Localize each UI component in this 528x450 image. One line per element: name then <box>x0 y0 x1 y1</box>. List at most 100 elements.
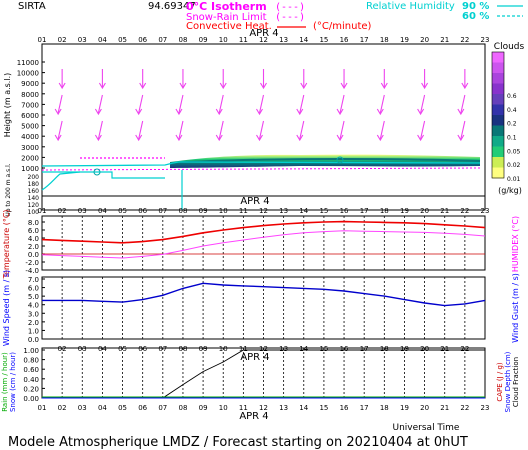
wind-panel: 7.06.05.04.03.02.01.00.0 Wind Speed (m /… <box>2 207 520 353</box>
rh-90-line <box>41 161 481 167</box>
mid-hour-05: 05 <box>118 207 127 215</box>
wind-arrow-shaft <box>218 94 224 114</box>
colorbar-swatch <box>492 104 504 116</box>
wind-arrow-shaft <box>379 120 385 140</box>
cloud-lower-ytick-180: 180 <box>28 181 40 188</box>
colorbar-swatch <box>492 115 504 126</box>
cloud-ytick-8000: 8000 <box>21 91 39 99</box>
colorbar-frame <box>491 51 505 179</box>
cloud-ytick-11000: 11000 <box>17 59 39 67</box>
wind-ytick-4.0: 4.0 <box>28 302 39 310</box>
wind-speed-line <box>42 282 486 307</box>
cloud-panel-frame <box>41 43 486 197</box>
colorbar-swatch <box>492 52 504 63</box>
wind-arrow-head <box>300 82 308 90</box>
wind-arrow-head <box>421 82 429 90</box>
precip-date-label: APR 4 <box>240 352 269 363</box>
mid-hour-06: 06 <box>138 207 147 215</box>
mid-hour-07: 07 <box>158 207 167 215</box>
top-hour-10: 10 <box>219 36 228 44</box>
hour-tick-labels-middle: 01 02 03 04 05 06 07 08 09 10 11 12 13 14 15 16 17 18 19 20… <box>38 207 490 215</box>
wind-arrow-head <box>175 134 183 142</box>
wind-arrow-head <box>336 108 344 116</box>
top-hour-21: 21 <box>440 36 449 44</box>
wind-arrow-head <box>219 82 227 90</box>
cape-ylabel: CAPE (J / g) <box>496 362 504 402</box>
top-hour-20: 20 <box>420 36 429 44</box>
humidex-ylabel: HUMIDEX (°C) <box>511 216 520 272</box>
bottom-hour-02: 02 <box>58 404 67 412</box>
wind-arrow-head <box>256 134 263 142</box>
colorbar-tick-0.02: 0.02 <box>507 162 521 169</box>
wind-arrow-head <box>135 134 143 142</box>
wind-arrow-head <box>54 134 62 142</box>
legend-convective: Convective Heat. <box>186 21 272 32</box>
bottom-hour-18: 18 <box>380 404 389 412</box>
precip-y-ticks: 1.00 0.800.60 0.400.20 0.00 <box>23 347 45 403</box>
wind-ytick-6.0: 6.0 <box>28 285 39 293</box>
wind-arrow-shaft <box>379 94 385 114</box>
bottom-hour-10: 10 <box>219 404 228 412</box>
precip-ytick-1.00: 1.00 <box>23 347 39 355</box>
precip-ytick-0.40: 0.40 <box>23 376 39 384</box>
legend-sample-1: (---) <box>275 2 305 13</box>
cloud-ytick-1000: 1000 <box>21 165 39 173</box>
temperature-panel: 8.06.04.02.00.0-2.0-4.0 Temperature (°C)… <box>2 209 520 279</box>
top-hour-18: 18 <box>380 36 389 44</box>
colorbar-swatch <box>492 83 504 95</box>
temp-ytick-2.0: 2.0 <box>28 243 39 251</box>
bottom-hour-05: 05 <box>118 404 127 412</box>
top-hour-05: 05 <box>118 36 127 44</box>
top-hour-17: 17 <box>360 36 369 44</box>
legend-rh-90: 90 % <box>462 1 489 12</box>
wind-arrow-head <box>175 108 183 116</box>
top-hour-12: 12 <box>259 36 268 44</box>
wind-arrow-head <box>296 108 304 116</box>
wind-arrow-head <box>457 134 465 142</box>
temp-ytick-8.0: 8.0 <box>28 219 39 227</box>
wind-arrow-shaft <box>339 120 345 140</box>
colorbar-swatch <box>492 167 504 179</box>
colorbar-tick-0.2: 0.2 <box>507 121 517 128</box>
wind-arrow-shaft <box>97 120 103 140</box>
mid-hour-19: 19 <box>400 207 409 215</box>
mid-hour-17: 17 <box>360 207 369 215</box>
rain-ylabel: Rain (mm / hour) <box>1 352 9 412</box>
wind-arrow-head <box>58 82 66 90</box>
colorbar-swatch <box>492 146 504 158</box>
wind-arrow-head <box>215 108 223 116</box>
hour-tick-labels-bottom: 01 02 03 04 05 06 07 08 09 10 11 12 13 14 15 16 17 18 19 20… <box>38 404 490 412</box>
legend-rh: Relative Humidity <box>366 1 455 12</box>
mid-hour-11: 11 <box>239 207 248 215</box>
station-name: SIRTA <box>18 1 46 12</box>
cloud-panel: 01 02 03 04 05 06 07 08 09 10 11 12 13 14 15 16 17 18 19 20… <box>3 28 525 217</box>
top-hour-06: 06 <box>138 36 147 44</box>
mid-hour-14: 14 <box>299 207 308 215</box>
cloud-ytick-6000: 6000 <box>21 112 39 120</box>
wind-ylabel: Wind Speed (m / s) <box>2 270 11 346</box>
wind-arrow-head <box>54 108 62 116</box>
wind-arrow-shaft <box>57 120 63 140</box>
cloud-lower-frame <box>41 195 486 211</box>
colorbar-swatch <box>492 62 504 74</box>
precip-ytick-0.80: 0.80 <box>23 357 39 365</box>
gust-ylabel: Wind Gust (m / s) <box>511 273 520 343</box>
wind-arrow-head <box>215 134 223 142</box>
mid-hour-08: 08 <box>178 207 187 215</box>
top-hour-16: 16 <box>340 36 349 44</box>
cloud-ytick-2000: 2000 <box>21 154 39 162</box>
bottom-hour-16: 16 <box>340 404 349 412</box>
bottom-hour-17: 17 <box>360 404 369 412</box>
wind-arrow-head <box>417 108 425 116</box>
bottom-hour-06: 06 <box>138 404 147 412</box>
bottom-hour-09: 09 <box>199 404 208 412</box>
cloud-fraction-ylabel: Cloud Fraction <box>512 357 520 407</box>
top-hour-23: 23 <box>481 36 490 44</box>
wind-ytick-2.0: 2.0 <box>28 319 39 327</box>
temp-ytick--2.0: -2.0 <box>25 259 39 267</box>
snow-rain-limit-line <box>41 167 481 171</box>
wind-arrow-shaft <box>460 120 466 140</box>
colorbar-swatch <box>492 136 504 147</box>
colorbar-tick-0.6: 0.6 <box>507 93 517 100</box>
wind-ytick-1.0: 1.0 <box>28 327 39 335</box>
